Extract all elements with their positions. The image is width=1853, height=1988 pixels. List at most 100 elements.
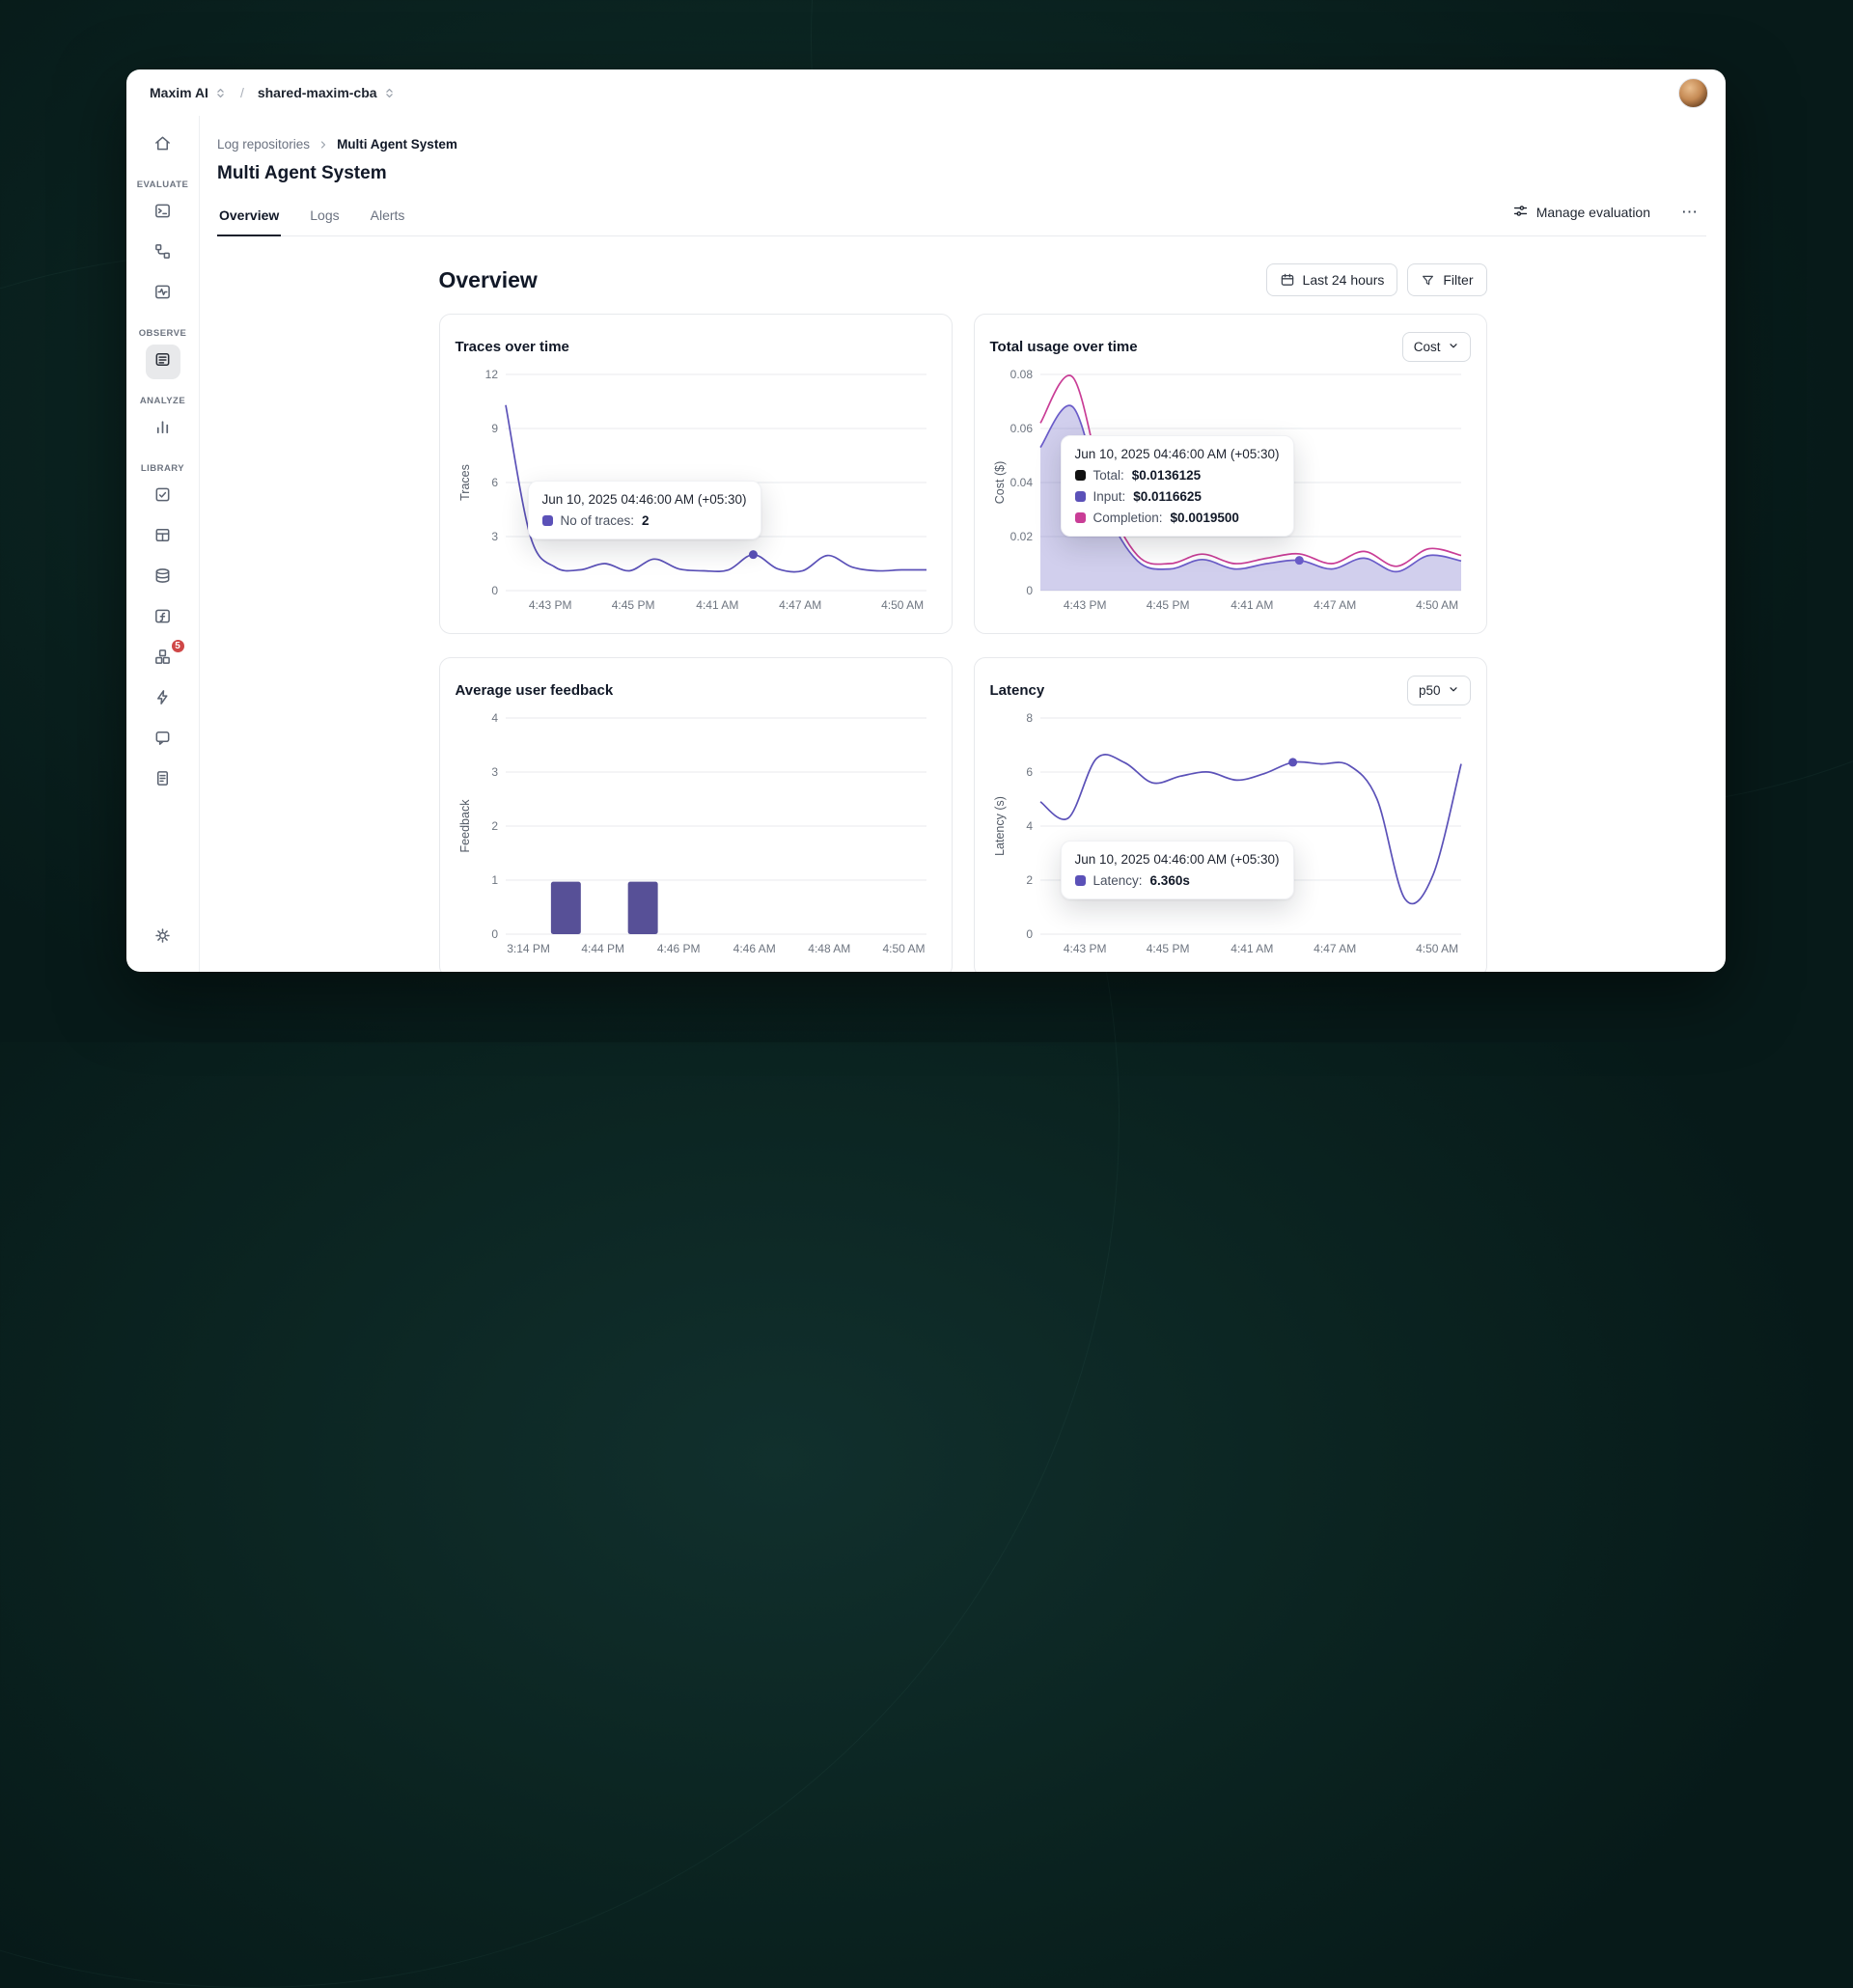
svg-text:4:47 AM: 4:47 AM bbox=[1314, 598, 1356, 612]
sidebar-item-settings[interactable] bbox=[146, 921, 180, 955]
workspace-switcher[interactable]: Maxim AI bbox=[144, 81, 233, 104]
sidebar-item-integrations[interactable]: 5 bbox=[146, 638, 186, 676]
blocks-icon bbox=[153, 648, 172, 671]
filter-button[interactable]: Filter bbox=[1407, 263, 1487, 296]
sidebar-section-observe: OBSERVE bbox=[138, 328, 187, 339]
calendar-icon bbox=[1280, 272, 1295, 288]
chart-title-latency: Latency bbox=[989, 681, 1045, 699]
tooltip-date: Jun 10, 2025 04:46:00 AM (+05:30) bbox=[541, 492, 747, 507]
sidebar-item-workflows[interactable] bbox=[146, 236, 180, 271]
chart-title-usage: Total usage over time bbox=[989, 338, 1138, 355]
chart-card-traces: Traces over time 0 3 6 9 12 4:43 PM 4:45 PM 4:4… bbox=[438, 314, 953, 634]
svg-text:4:41 AM: 4:41 AM bbox=[1231, 598, 1273, 612]
breadcrumb: Log repositories Multi Agent System bbox=[217, 137, 1706, 152]
svg-text:4:46 PM: 4:46 PM bbox=[656, 942, 700, 955]
chart-card-latency: Latency p50 0 2 4 6 8 4:43 PM 4:45 PM 4:41 AM 4:… bbox=[973, 657, 1487, 972]
svg-text:4:50 AM: 4:50 AM bbox=[1416, 942, 1458, 955]
svg-text:3: 3 bbox=[491, 765, 498, 779]
sidebar-item-docs[interactable] bbox=[146, 763, 180, 798]
database-icon bbox=[153, 566, 172, 590]
sidebar-item-test-runs[interactable] bbox=[146, 277, 180, 312]
latency-percentile-value: p50 bbox=[1418, 682, 1441, 698]
lightning-icon bbox=[153, 688, 172, 711]
sidebar-section-evaluate: EVALUATE bbox=[136, 179, 189, 190]
feedback-chart[interactable]: 0 1 2 3 4 3:14 PM 4:44 PM 4:46 PM 4:46 AM 4:48 AM… bbox=[456, 708, 934, 959]
svg-text:4:50 AM: 4:50 AM bbox=[1416, 598, 1458, 612]
svg-text:6: 6 bbox=[491, 476, 498, 489]
svg-text:4:47 AM: 4:47 AM bbox=[1314, 942, 1356, 955]
tooltip-value: 2 bbox=[642, 513, 650, 528]
manage-evaluation-button[interactable]: Manage evaluation bbox=[1505, 198, 1658, 227]
gear-icon bbox=[153, 926, 172, 950]
breadcrumb-separator: / bbox=[239, 85, 244, 100]
chevron-right-icon bbox=[318, 139, 329, 151]
svg-text:4:43 PM: 4:43 PM bbox=[1063, 942, 1106, 955]
filter-label: Filter bbox=[1443, 272, 1474, 288]
tab-alerts[interactable]: Alerts bbox=[370, 207, 405, 223]
activity-icon bbox=[153, 283, 172, 306]
svg-text:4:45 PM: 4:45 PM bbox=[611, 598, 654, 612]
home-icon bbox=[153, 134, 172, 157]
sidebar-item-home[interactable] bbox=[146, 128, 180, 163]
tooltip-date: Jun 10, 2025 04:46:00 AM (+05:30) bbox=[1074, 852, 1280, 867]
sidebar-item-comments[interactable] bbox=[146, 723, 180, 758]
notification-badge: 5 bbox=[169, 638, 186, 654]
usage-chart[interactable]: 0 0.02 0.04 0.06 0.08 4:43 PM 4:45 PM 4:41 AM 4:… bbox=[990, 365, 1469, 616]
manage-evaluation-label: Manage evaluation bbox=[1535, 205, 1650, 220]
tabs-row: Overview Logs Alerts Manage evaluation ⋯ bbox=[217, 198, 1706, 236]
chevrons-updown-icon bbox=[383, 87, 396, 99]
chart-title-traces: Traces over time bbox=[455, 338, 569, 355]
svg-text:2: 2 bbox=[491, 819, 498, 833]
svg-text:4:44 PM: 4:44 PM bbox=[581, 942, 624, 955]
svg-text:Traces: Traces bbox=[458, 464, 472, 501]
sidebar-item-triggers[interactable] bbox=[146, 682, 180, 717]
svg-text:0.08: 0.08 bbox=[1009, 368, 1033, 381]
sidebar-item-prompts[interactable] bbox=[146, 196, 180, 231]
tooltip-label: Latency: bbox=[1092, 873, 1143, 888]
time-range-button[interactable]: Last 24 hours bbox=[1265, 263, 1398, 296]
sidebar-item-evaluators[interactable] bbox=[146, 480, 180, 514]
usage-metric-dropdown[interactable]: Cost bbox=[1401, 331, 1471, 362]
chart-tooltip-latency: Jun 10, 2025 04:46:00 AM (+05:30) Latenc… bbox=[1060, 841, 1294, 899]
svg-text:4:41 AM: 4:41 AM bbox=[696, 598, 738, 612]
sidebar-item-prompt-tools[interactable] bbox=[146, 601, 180, 636]
chart-tooltip-usage: Jun 10, 2025 04:46:00 AM (+05:30) Total:… bbox=[1060, 435, 1294, 537]
svg-text:4:43 PM: 4:43 PM bbox=[1063, 598, 1106, 612]
latency-percentile-dropdown[interactable]: p50 bbox=[1406, 675, 1471, 705]
latency-chart[interactable]: 0 2 4 6 8 4:43 PM 4:45 PM 4:41 AM 4:47 AM 4:50 AM… bbox=[990, 708, 1469, 959]
app-window: Maxim AI / shared-maxim-cba EVALUATE bbox=[126, 69, 1726, 972]
svg-text:Cost ($): Cost ($) bbox=[993, 461, 1007, 504]
svg-text:Latency (s): Latency (s) bbox=[993, 796, 1007, 856]
svg-text:3:14 PM: 3:14 PM bbox=[507, 942, 550, 955]
project-switcher[interactable]: shared-maxim-cba bbox=[252, 81, 401, 104]
sidebar-item-datasets[interactable] bbox=[146, 520, 180, 555]
svg-text:4: 4 bbox=[491, 711, 498, 725]
svg-text:8: 8 bbox=[1026, 711, 1033, 725]
svg-text:4:50 AM: 4:50 AM bbox=[882, 942, 925, 955]
sidebar-section-analyze: ANALYZE bbox=[139, 396, 186, 406]
breadcrumb-parent[interactable]: Log repositories bbox=[217, 137, 311, 152]
series-swatch bbox=[1074, 470, 1086, 481]
tab-overview[interactable]: Overview bbox=[217, 202, 282, 236]
sidebar-item-context-sources[interactable] bbox=[146, 561, 180, 595]
svg-text:0: 0 bbox=[1026, 927, 1033, 941]
svg-text:0.02: 0.02 bbox=[1009, 530, 1033, 543]
chart-title-feedback: Average user feedback bbox=[455, 681, 614, 699]
tooltip-label: Completion: bbox=[1092, 511, 1163, 525]
tab-logs[interactable]: Logs bbox=[310, 207, 340, 223]
sidebar-item-analytics[interactable] bbox=[146, 412, 180, 447]
series-swatch bbox=[1074, 512, 1086, 523]
overview-heading: Overview bbox=[438, 266, 538, 292]
page-title: Multi Agent System bbox=[217, 163, 387, 183]
more-actions-button[interactable]: ⋯ bbox=[1681, 203, 1699, 221]
document-icon bbox=[153, 769, 172, 792]
sidebar-item-log-repositories[interactable] bbox=[145, 345, 180, 379]
user-avatar[interactable] bbox=[1678, 77, 1708, 108]
workspace-name: Maxim AI bbox=[150, 85, 208, 100]
table-icon bbox=[153, 526, 172, 549]
topbar: Maxim AI / shared-maxim-cba bbox=[126, 69, 1726, 116]
svg-text:4:46 AM: 4:46 AM bbox=[733, 942, 775, 955]
tooltip-value: $0.0019500 bbox=[1170, 511, 1239, 525]
svg-text:2: 2 bbox=[1026, 873, 1033, 887]
tooltip-label: Total: bbox=[1092, 468, 1124, 483]
